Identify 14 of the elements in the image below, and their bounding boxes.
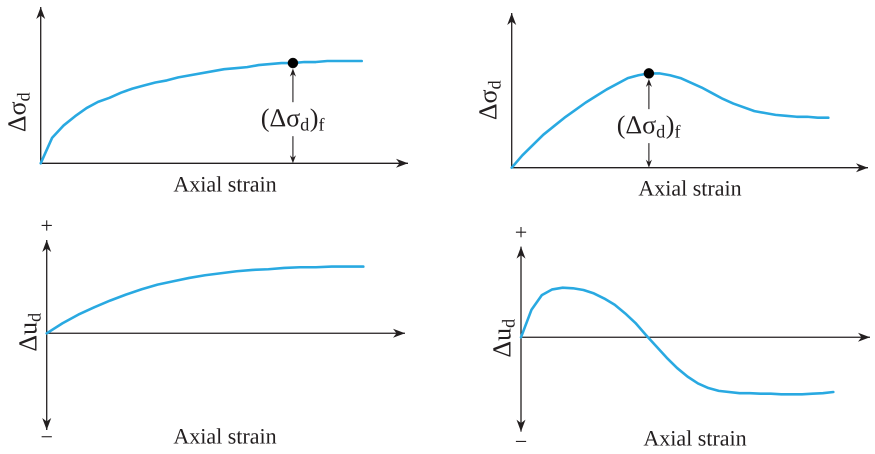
- y-axis-title: Δu$_{d}$: [19, 313, 41, 351]
- annotation: (Δσ$_{d}$)$_{f}$: [262, 108, 325, 132]
- text: +: [516, 227, 526, 238]
- text: +: [42, 220, 52, 231]
- y-axis-title: Δσ$_{d}$: [8, 92, 30, 132]
- annotation: (Δσ$_{d}$)$_{f}$: [618, 115, 680, 139]
- x-axis-title: Axial strain: [644, 430, 746, 446]
- y-axis-title: Δu$_{d}$: [493, 319, 515, 357]
- y-axis-title: Δσ$_{d}$: [479, 80, 501, 120]
- text: −: [516, 440, 526, 442]
- x-axis-title: Axial strain: [174, 176, 276, 192]
- text: −: [42, 436, 52, 438]
- x-axis-title: Axial strain: [174, 428, 276, 444]
- x-axis-title: Axial strain: [638, 180, 742, 196]
